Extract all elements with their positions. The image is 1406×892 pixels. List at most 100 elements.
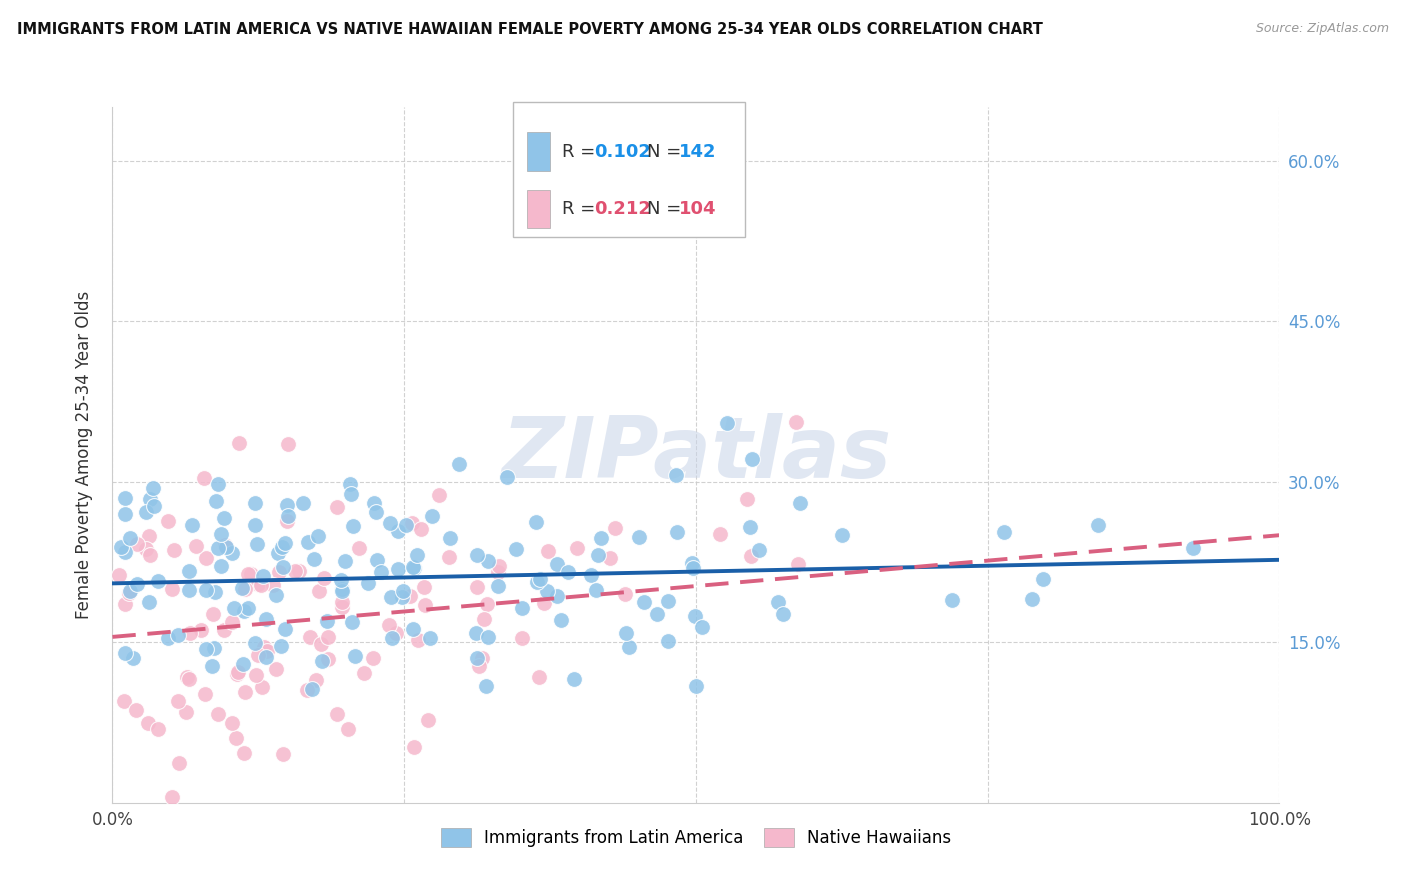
- Point: [114, 545, 136, 559]
- Point: [785, 415, 807, 429]
- Point: [465, 626, 488, 640]
- Point: [264, 662, 287, 676]
- Point: [772, 607, 794, 621]
- Point: [474, 679, 496, 693]
- Point: [193, 471, 215, 485]
- Point: [766, 595, 789, 609]
- Point: [605, 521, 627, 535]
- Point: [108, 568, 131, 582]
- Point: [226, 665, 249, 679]
- Legend: Immigrants from Latin America, Native Hawaiians: Immigrants from Latin America, Native Ha…: [434, 821, 957, 854]
- Point: [387, 524, 409, 538]
- Point: [316, 652, 339, 666]
- Point: [318, 630, 340, 644]
- Point: [716, 416, 738, 430]
- Point: [240, 566, 263, 581]
- Text: 0.212: 0.212: [595, 200, 651, 218]
- Point: [735, 491, 758, 506]
- Point: [690, 620, 713, 634]
- Point: [246, 576, 269, 591]
- FancyBboxPatch shape: [527, 189, 550, 227]
- Point: [114, 507, 136, 521]
- Point: [276, 499, 298, 513]
- Point: [205, 494, 228, 508]
- Point: [439, 531, 461, 545]
- Point: [231, 581, 253, 595]
- Point: [311, 654, 333, 668]
- Point: [180, 518, 202, 533]
- Point: [941, 593, 963, 607]
- Point: [250, 681, 273, 695]
- Point: [138, 595, 160, 609]
- Point: [342, 518, 364, 533]
- Point: [325, 706, 347, 721]
- Text: Source: ZipAtlas.com: Source: ZipAtlas.com: [1256, 22, 1389, 36]
- Point: [271, 747, 294, 762]
- Point: [276, 514, 298, 528]
- Point: [395, 518, 418, 533]
- Point: [254, 649, 277, 664]
- Text: 142: 142: [679, 143, 716, 161]
- Point: [233, 685, 256, 699]
- Point: [194, 687, 217, 701]
- Point: [146, 574, 169, 588]
- Point: [579, 568, 602, 582]
- Point: [1032, 572, 1054, 586]
- Point: [254, 612, 277, 626]
- Point: [546, 589, 568, 603]
- Point: [139, 549, 162, 563]
- Point: [366, 553, 388, 567]
- Point: [340, 487, 363, 501]
- Point: [202, 607, 225, 621]
- Point: [245, 668, 267, 682]
- Point: [533, 596, 555, 610]
- Point: [740, 519, 762, 533]
- Point: [243, 495, 266, 509]
- Point: [613, 586, 636, 600]
- Point: [449, 457, 471, 471]
- Point: [332, 582, 354, 597]
- Point: [411, 522, 433, 536]
- Point: [363, 496, 385, 510]
- Text: R =: R =: [562, 200, 600, 218]
- Point: [565, 541, 588, 555]
- Point: [357, 575, 380, 590]
- Point: [505, 542, 527, 557]
- Point: [330, 584, 353, 599]
- Point: [271, 559, 294, 574]
- Point: [465, 548, 488, 562]
- Point: [120, 531, 142, 545]
- Point: [148, 722, 170, 736]
- Point: [209, 527, 232, 541]
- Point: [361, 651, 384, 665]
- Point: [614, 626, 637, 640]
- Point: [160, 790, 183, 805]
- Point: [550, 614, 572, 628]
- Point: [162, 582, 184, 596]
- Point: [277, 509, 299, 524]
- Point: [665, 525, 688, 540]
- Point: [267, 546, 290, 560]
- Point: [201, 659, 224, 673]
- Point: [381, 631, 404, 645]
- Point: [312, 571, 335, 585]
- Point: [118, 583, 141, 598]
- Point: [195, 550, 218, 565]
- Point: [246, 648, 269, 663]
- Point: [236, 566, 259, 581]
- Point: [138, 529, 160, 543]
- Point: [326, 500, 349, 515]
- Point: [405, 548, 427, 562]
- Point: [114, 597, 136, 611]
- Point: [212, 511, 235, 525]
- Point: [143, 499, 166, 513]
- Point: [167, 627, 190, 641]
- Point: [465, 580, 488, 594]
- Text: N =: N =: [647, 143, 688, 161]
- Point: [364, 505, 387, 519]
- Text: IMMIGRANTS FROM LATIN AMERICA VS NATIVE HAWAIIAN FEMALE POVERTY AMONG 25-34 YEAR: IMMIGRANTS FROM LATIN AMERICA VS NATIVE …: [17, 22, 1043, 37]
- Point: [233, 746, 256, 760]
- Text: 0.102: 0.102: [595, 143, 651, 161]
- Point: [114, 646, 136, 660]
- Point: [125, 704, 148, 718]
